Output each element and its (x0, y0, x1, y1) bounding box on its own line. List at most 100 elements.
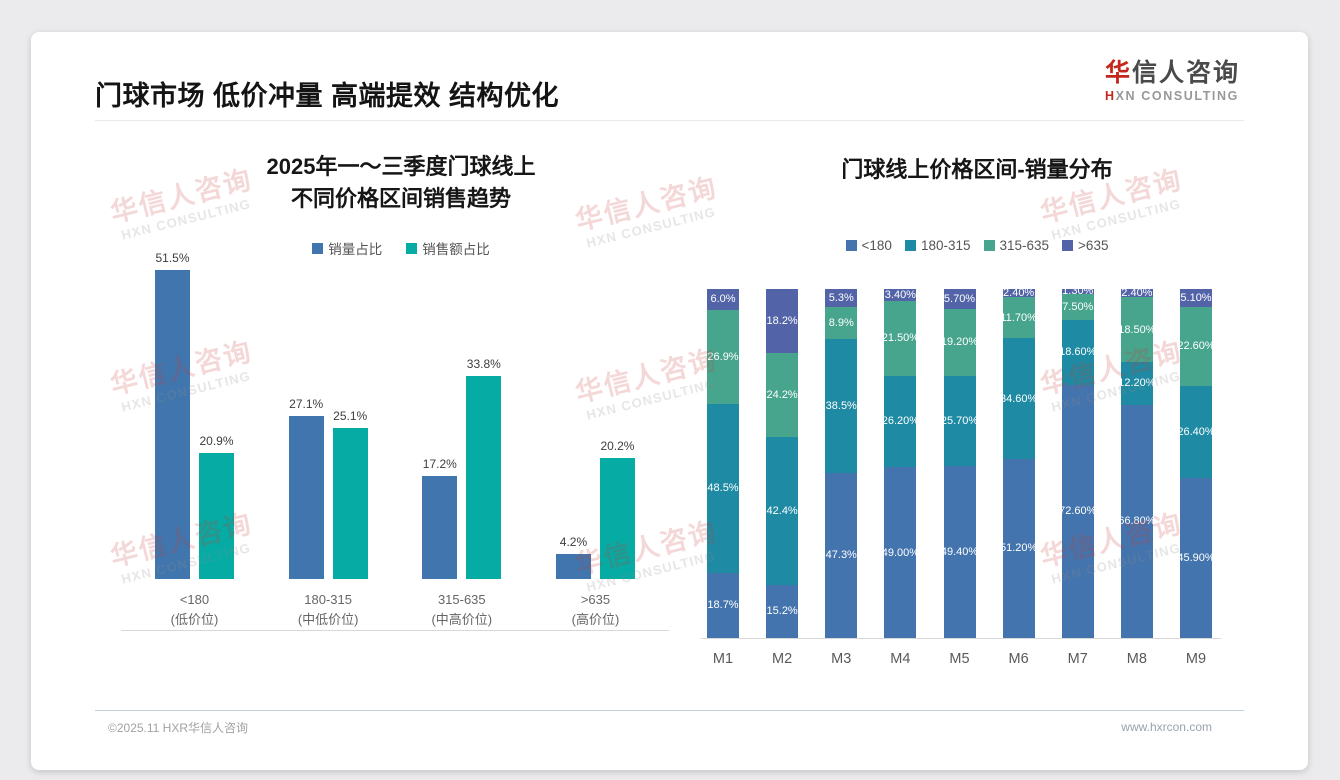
bar-segment: 22.60% (1177, 306, 1215, 386)
bar-wrapper: 33.8% (466, 318, 502, 579)
category-label-line1: 180-315 (304, 591, 352, 607)
category-label: 180-315 (中低价位) (298, 590, 359, 630)
bar-wrapper: 51.5% (155, 251, 190, 579)
bar-wrapper: 17.2% (422, 318, 458, 579)
bar (332, 428, 368, 579)
bar-segment: 1.30% (1061, 285, 1094, 297)
bar-segment: 12.20% (1118, 361, 1156, 405)
bar-segment: 18.60% (1059, 319, 1096, 385)
bar-wrapper: 25.1% (332, 318, 368, 579)
stacked-bar: 49.00% 26.20% 21.50% 3.40% (881, 288, 920, 638)
bar-pair: 17.2% 33.8% (422, 318, 502, 579)
right-chart-title: 门球线上价格区间-销量分布 (841, 157, 1113, 182)
legend-label: >635 (1078, 238, 1109, 253)
bar-segment: 2.40% (1002, 287, 1035, 300)
left-x-axis-line (121, 630, 669, 631)
logo-en-accent: H (1104, 89, 1116, 103)
bar-group: 27.1% 25.1% 180-315 (中低价位) (288, 318, 368, 630)
segment-value-label: 5.70% (943, 292, 976, 305)
month-label: M9 (1185, 650, 1207, 667)
legend-label: 180-315 (920, 238, 971, 253)
bar-pair: 27.1% 25.1% (288, 318, 368, 579)
legend-swatch (845, 240, 857, 251)
stacked-bar-column: 18.7% 48.5% 26.9% 6.0% M1 (707, 288, 739, 667)
bar-segment: 42.4% (766, 436, 799, 585)
segment-value-label: 18.2% (766, 314, 798, 327)
bar-segment: 8.9% (825, 307, 858, 339)
segment-value-label: 3.40% (884, 288, 916, 301)
segment-value-label: 38.5% (825, 399, 857, 412)
bar-segment: 2.40% (1120, 287, 1153, 299)
segment-value-label: 72.60% (1059, 505, 1097, 518)
month-label: M7 (1067, 650, 1088, 667)
category-label-line2: (低价位) (170, 611, 219, 627)
stacked-bar: 15.2% 42.4% 24.2% 18.2% (766, 289, 799, 638)
header-divider (95, 120, 1244, 121)
stacked-bar: 49.40% 25.70% 19.20% 5.70% (940, 289, 979, 638)
segment-value-label: 8.9% (828, 317, 854, 329)
bar-segment: 5.70% (943, 289, 976, 309)
bar-segment: 38.5% (825, 338, 858, 473)
left-chart-title: 2025年一～三季度门球线上 不同价格区间销售趋势 (121, 151, 681, 215)
bar-value-label: 20.2% (600, 438, 635, 453)
bar-wrapper: 20.9% (199, 318, 234, 579)
bar-segment: 51.20% (999, 458, 1038, 638)
segment-value-label: 34.60% (999, 392, 1038, 405)
bar-pair: 4.2% 20.2% (555, 318, 635, 579)
bar-segment: 26.20% (882, 375, 919, 467)
segment-value-label: 2.40% (1003, 287, 1035, 300)
legend-swatch (904, 240, 916, 251)
bar-group: 51.5% 20.9% <180 (低价位) (155, 251, 234, 630)
segment-value-label: 25.70% (940, 414, 979, 427)
category-label: >635 (高价位) (572, 590, 620, 630)
bar-wrapper: 27.1% (288, 318, 324, 579)
category-label: 315-635 (中高价位) (431, 590, 492, 630)
month-label: M1 (712, 651, 734, 667)
bar-segment: 15.2% (766, 584, 799, 638)
bar-segment: 49.40% (941, 465, 978, 638)
legend-swatch (1062, 240, 1074, 251)
watermark-english: HXN CONSULTING (1049, 195, 1183, 243)
bar-value-label: 20.9% (199, 434, 234, 449)
footer-website: www.hxrcon.com (1121, 720, 1212, 734)
segment-value-label: 49.00% (881, 546, 920, 559)
right-chart-legend: <180 180-315 315-635 >635 (707, 238, 1247, 253)
segment-value-label: 18.50% (1118, 323, 1156, 336)
logo-cn-accent: 华 (1104, 59, 1132, 87)
stacked-bar: 72.60% 18.60% 7.50% 1.30% (1059, 285, 1097, 638)
bar-segment: 34.60% (999, 338, 1038, 459)
segment-value-label: 7.50% (1062, 300, 1094, 313)
bar-value-label: 51.5% (155, 250, 190, 265)
legend-label: <180 (861, 238, 892, 253)
category-label: <180 (低价位) (171, 590, 219, 630)
segment-value-label: 26.40% (1177, 425, 1215, 438)
month-label: M3 (831, 650, 852, 667)
bar-segment: 45.90% (1177, 477, 1215, 638)
segment-value-label: 18.7% (707, 599, 739, 612)
bar-segment: 26.40% (1177, 385, 1215, 478)
bar-segment: 26.9% (707, 309, 739, 404)
stacked-bar: 18.7% 48.5% 26.9% 6.0% (707, 288, 739, 638)
segment-value-label: 22.60% (1177, 340, 1215, 353)
stacked-bar-column: 49.00% 26.20% 21.50% 3.40% M4 (881, 288, 920, 667)
bar-value-label: 4.2% (559, 534, 588, 549)
slide-card: 门球市场 低价冲量 高端提效 结构优化 华信人咨询 HXN CONSULTING… (31, 32, 1308, 770)
bar-segment: 66.80% (1118, 404, 1156, 638)
stacked-bar: 45.90% 26.40% 22.60% 5.10% (1177, 289, 1215, 638)
segment-value-label: 15.2% (766, 605, 798, 618)
bar-segment: 48.5% (707, 403, 739, 573)
logo-cn-rest: 信人咨询 (1131, 59, 1240, 87)
bar (422, 475, 458, 579)
stacked-bar-column: 51.20% 34.60% 11.70% 2.40% M6 (999, 287, 1038, 666)
stacked-bar-column: 49.40% 25.70% 19.20% 5.70% M5 (940, 289, 979, 667)
bar-segment: 24.2% (766, 352, 799, 437)
bar-group: 17.2% 33.8% 315-635 (中高价位) (422, 318, 502, 630)
month-label: M6 (1008, 650, 1029, 667)
month-label: M8 (1126, 650, 1147, 667)
legend-swatch (406, 242, 418, 254)
segment-value-label: 47.3% (825, 549, 857, 562)
bar (199, 453, 234, 579)
segment-value-label: 51.20% (999, 542, 1038, 555)
segment-value-label: 12.20% (1118, 377, 1156, 390)
month-label: M2 (772, 650, 793, 667)
